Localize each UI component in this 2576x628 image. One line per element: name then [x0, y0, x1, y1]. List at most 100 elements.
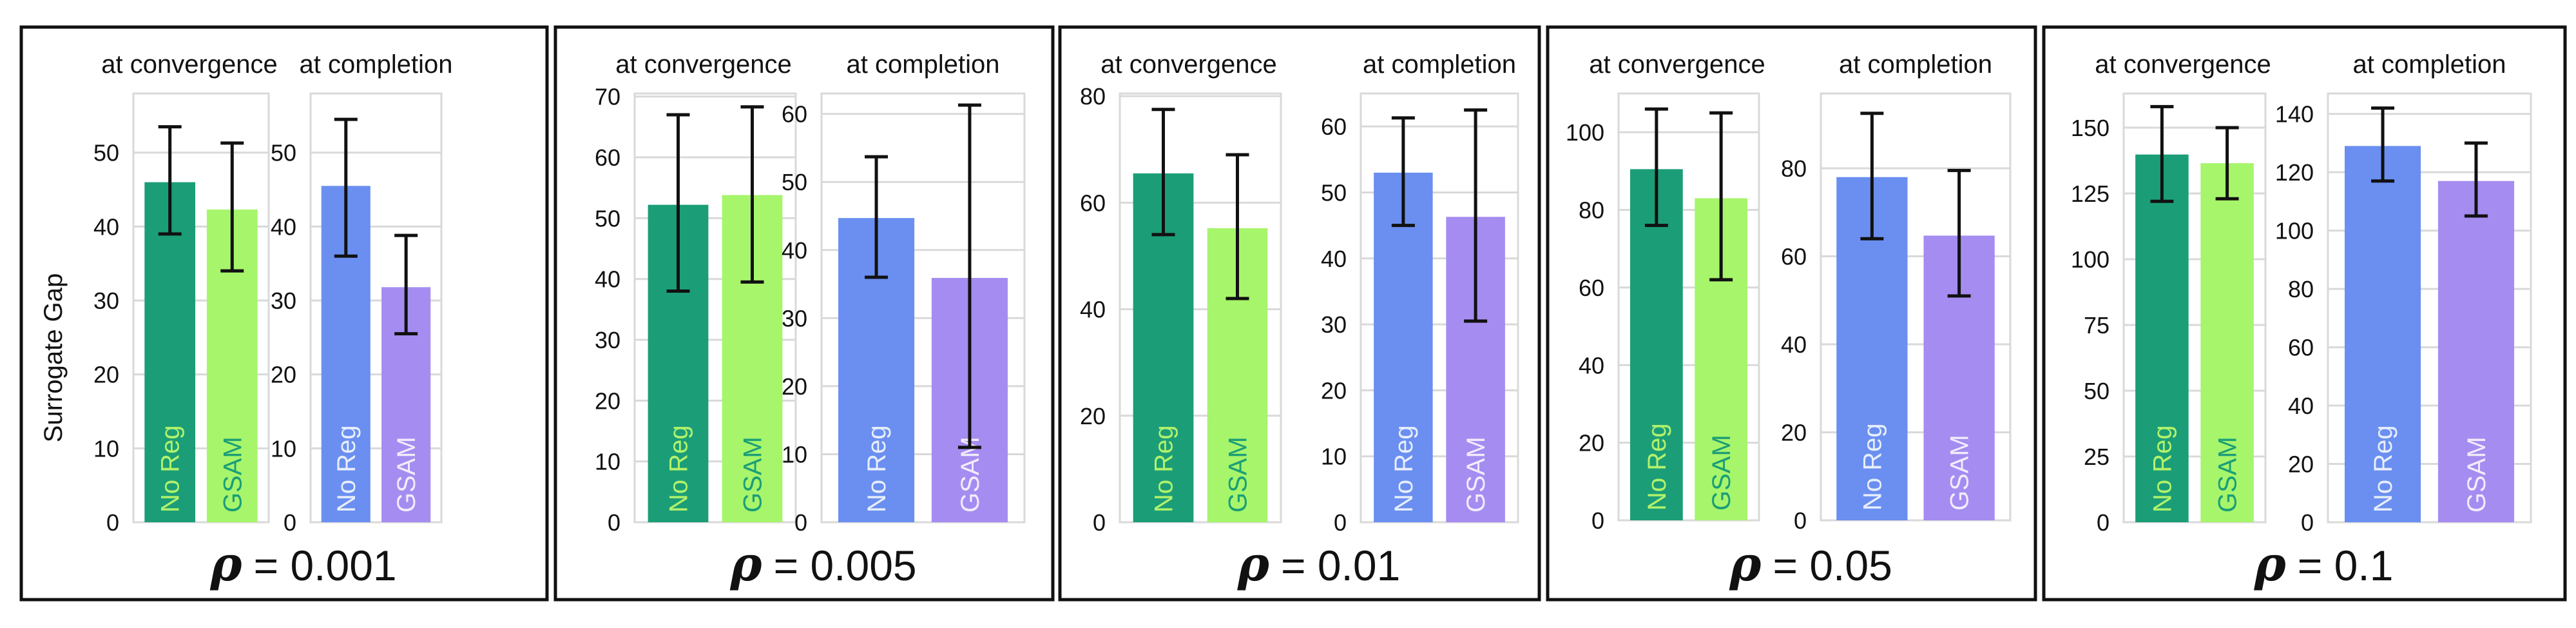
subplot-title: at convergence [1589, 50, 1765, 79]
bar-category-label: No Reg [665, 425, 693, 513]
bar-no-reg [144, 182, 196, 523]
subplot-at-completion: 0 10 20 30 40 50 60 at completion No Reg GSAM [782, 50, 1026, 536]
rho-symbol: ρ [1237, 536, 1270, 592]
bar-category-label: No Reg [2148, 425, 2177, 513]
bar-category-label: No Reg [863, 425, 891, 513]
y-tick-label: 10 [595, 449, 620, 475]
y-tick-label: 70 [595, 84, 620, 110]
subplot-title: at convergence [615, 50, 792, 79]
y-tick-label: 30 [782, 305, 807, 331]
y-tick-label: 60 [2288, 335, 2314, 361]
y-tick-label: 0 [284, 509, 296, 536]
y-tick-label: 0 [1334, 509, 1347, 536]
y-tick-label: 40 [2288, 393, 2314, 419]
subplot-at-completion: 0 20 40 60 80 at completion No Reg GSAM [1781, 50, 2012, 534]
y-tick-label: 0 [1591, 507, 1604, 534]
y-tick-label: 20 [271, 362, 296, 388]
y-tick-label: 30 [595, 327, 620, 353]
y-tick-label: 60 [782, 101, 807, 128]
bar-category-label: No Reg [157, 425, 185, 513]
y-tick-label: 80 [1579, 197, 1604, 224]
y-tick-label: 20 [1579, 430, 1604, 456]
bar-category-label: GSAM [218, 437, 247, 513]
bar-category-label: No Reg [332, 425, 361, 513]
y-tick-label: 50 [271, 140, 296, 166]
panel-rho-3: 0 20 40 60 80 100 at convergence No Reg GSAM 0 20 4… [1546, 25, 2037, 602]
y-tick-label: 20 [595, 388, 620, 414]
subplot-title: at convergence [101, 50, 278, 79]
bar-gsam [2200, 163, 2254, 522]
subplot-at-convergence: 0 20 40 60 80 at convergence No Reg GSAM [1080, 50, 1282, 536]
y-tick-label: 100 [1566, 119, 1604, 146]
panel-rho-2: 0 20 40 60 80 at convergence No Reg GSAM 0 10 20 30… [1058, 25, 1541, 602]
y-tick-label: 50 [782, 169, 807, 195]
bar-category-label: GSAM [392, 437, 421, 513]
y-tick-label: 0 [1093, 509, 1106, 536]
y-tick-label: 20 [782, 373, 807, 400]
subplot-at-convergence: 0 10 20 30 40 50 60 70 at convergence No Reg GSAM [595, 50, 797, 536]
y-tick-label: 100 [2071, 246, 2110, 273]
bar-category-label: No Reg [1150, 425, 1178, 513]
y-tick-label: 10 [93, 435, 119, 462]
panel-frame [2042, 25, 2567, 602]
bar-category-label: GSAM [1224, 437, 1253, 513]
y-tick-label: 10 [1321, 444, 1347, 470]
y-tick-label: 100 [2275, 218, 2314, 244]
rho-symbol: ρ [729, 536, 762, 592]
rho-symbol: ρ [2254, 536, 2287, 592]
bar-category-label: No Reg [1858, 423, 1887, 511]
rho-value: = 0.005 [774, 542, 917, 589]
y-tick-label: 30 [271, 288, 296, 314]
panel-frame [553, 25, 1055, 602]
bar-category-label: GSAM [739, 437, 767, 513]
y-tick-label: 80 [2288, 276, 2314, 302]
y-tick-label: 60 [1321, 113, 1347, 140]
y-tick-label: 40 [1781, 331, 1807, 358]
y-tick-label: 75 [2084, 312, 2110, 339]
bar-category-label: No Reg [2369, 425, 2398, 513]
subplot-at-convergence: 0 10 20 30 40 50 at convergence No Reg GSAM [93, 50, 278, 536]
rho-value: = 0.05 [1773, 542, 1892, 589]
bar-category-label: GSAM [2463, 437, 2491, 513]
rho-caption: ρ = 0.1 [2254, 536, 2394, 592]
subplot-at-convergence: 0 20 40 60 80 100 at convergence No Reg GSAM [1566, 50, 1765, 534]
bar-no-reg [2135, 154, 2189, 523]
bar-category-label: GSAM [1946, 435, 1974, 511]
rho-symbol: ρ [209, 536, 242, 592]
y-tick-label: 40 [93, 213, 119, 240]
subplot-title: at completion [1363, 50, 1516, 79]
rho-value: = 0.001 [254, 542, 397, 589]
subplot-title: at completion [2353, 50, 2506, 79]
y-tick-label: 30 [93, 288, 119, 314]
rho-value: = 0.01 [1281, 542, 1400, 589]
bar-category-label: GSAM [1462, 437, 1490, 513]
y-tick-label: 40 [595, 266, 620, 293]
y-tick-label: 20 [1321, 377, 1347, 404]
y-tick-label: 0 [608, 509, 620, 536]
y-tick-label: 125 [2071, 181, 2110, 207]
y-tick-label: 30 [1321, 311, 1347, 338]
rho-caption: ρ = 0.01 [1237, 536, 1401, 592]
y-tick-label: 40 [782, 237, 807, 264]
y-tick-label: 60 [1080, 190, 1106, 216]
y-tick-label: 60 [1781, 244, 1807, 270]
panel-frame [1546, 25, 2037, 602]
subplot-title: at completion [847, 50, 1000, 79]
panel-rho-4: 0 25 50 75 100 125 150 at convergence No Reg GSAM… [2042, 25, 2567, 602]
subplot-at-completion: 0 10 20 30 40 50 60 at completion No Reg GSAM [1321, 50, 1519, 536]
bar-category-label: GSAM [956, 437, 985, 513]
y-tick-label: 50 [2084, 378, 2110, 404]
bar-category-label: No Reg [1390, 425, 1418, 513]
y-tick-label: 0 [2301, 509, 2314, 536]
subplot-title: at convergence [2095, 50, 2271, 79]
y-tick-label: 40 [1321, 246, 1347, 272]
y-tick-label: 50 [595, 205, 620, 231]
y-tick-label: 25 [2084, 444, 2110, 470]
subplot-at-completion: 0 20 40 60 80 100 120 140 at completion No Reg GSA… [2275, 50, 2532, 536]
y-tick-label: 20 [93, 362, 119, 388]
rho-caption: ρ = 0.005 [729, 536, 916, 592]
y-tick-label: 80 [1781, 155, 1807, 182]
subplot-title: at completion [1839, 50, 1992, 79]
panel-frame [1058, 25, 1541, 602]
